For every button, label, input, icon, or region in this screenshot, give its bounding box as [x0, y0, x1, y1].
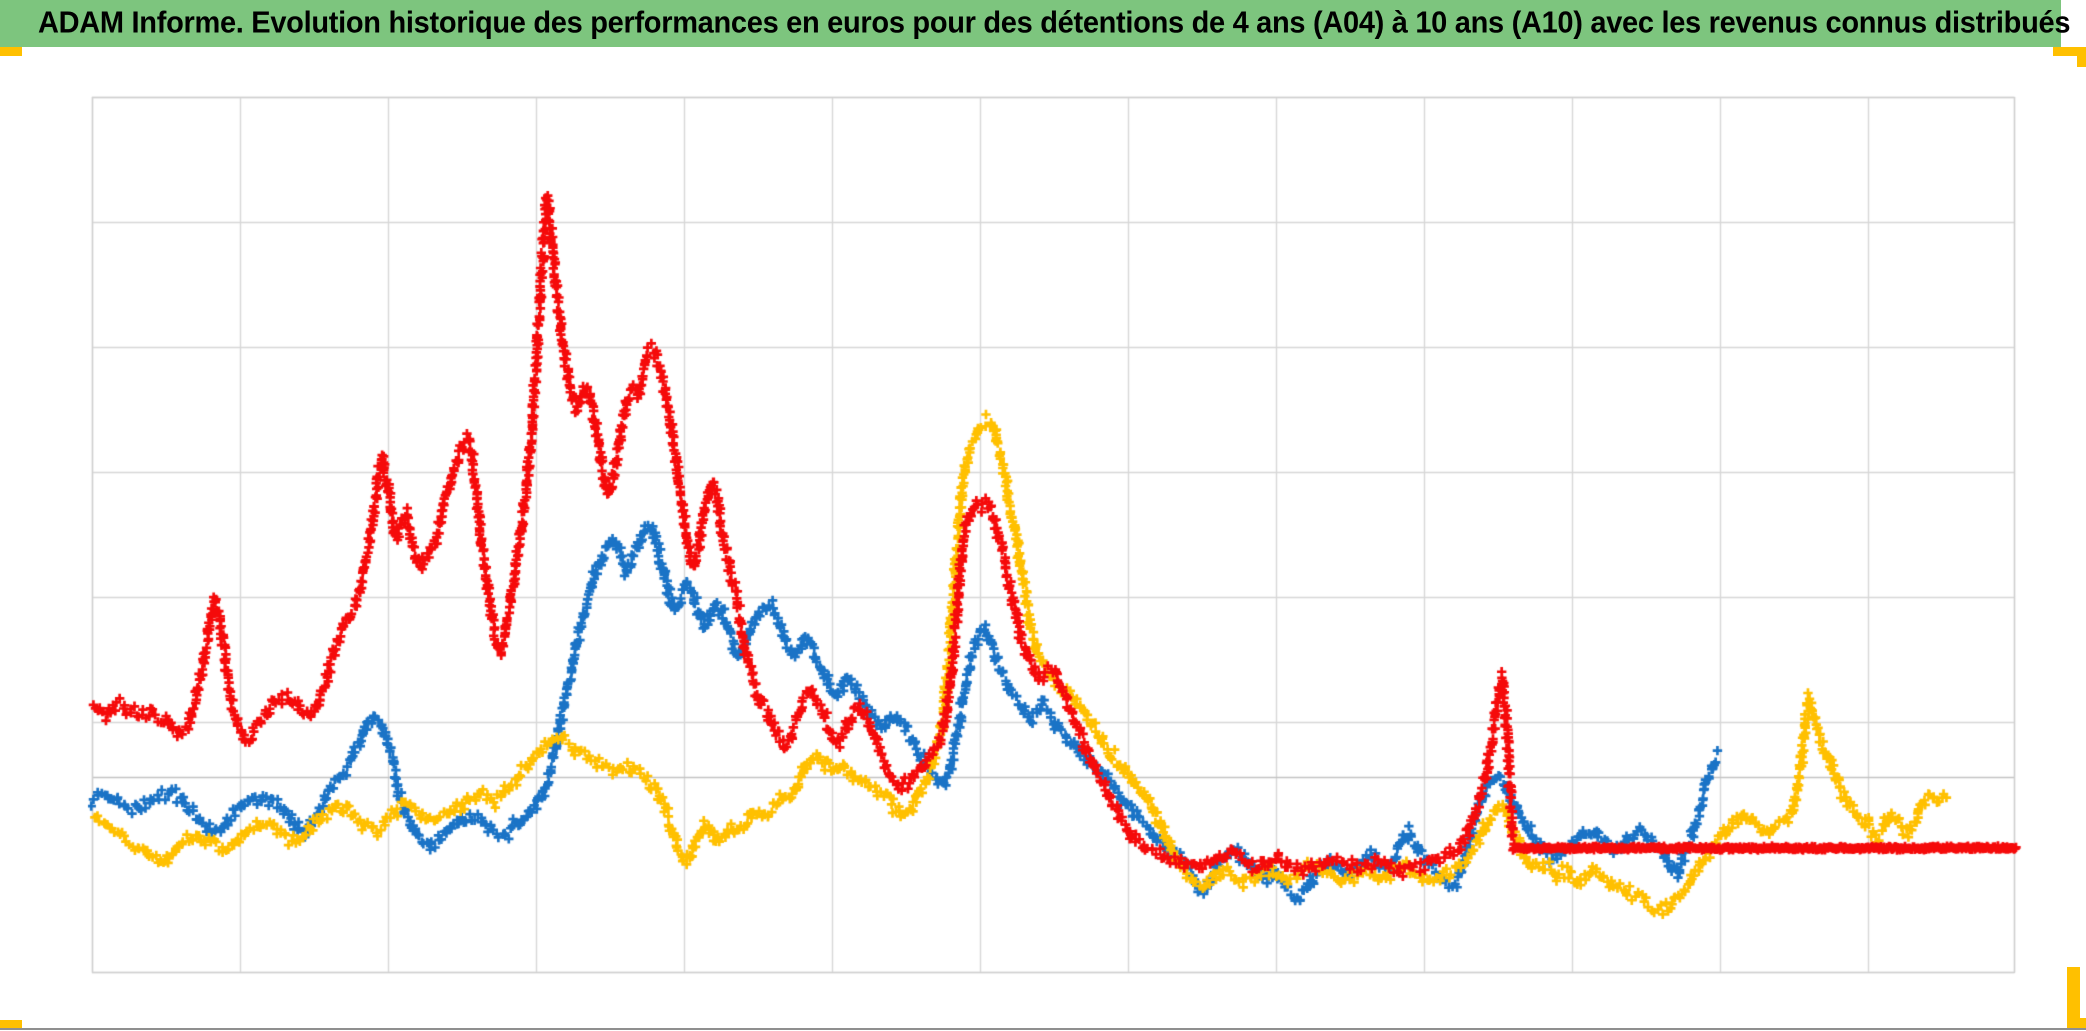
bottom-rule [0, 1028, 2086, 1030]
chart-object[interactable] [0, 47, 2086, 1031]
selection-corner-top-right-h [2053, 47, 2086, 56]
selection-corner-top-left [0, 47, 22, 56]
performance-scatter-chart[interactable] [0, 47, 2086, 1031]
selection-corner-top-right-v [2077, 47, 2086, 67]
selection-corner-bottom-left [0, 1020, 22, 1030]
selection-corner-bottom-right-v [2067, 967, 2080, 1028]
page-title: ADAM Informe. Evolution historique des p… [38, 6, 2071, 40]
title-bar: ADAM Informe. Evolution historique des p… [0, 0, 2070, 47]
selection-corner-bottom-right-h [2067, 1018, 2086, 1028]
